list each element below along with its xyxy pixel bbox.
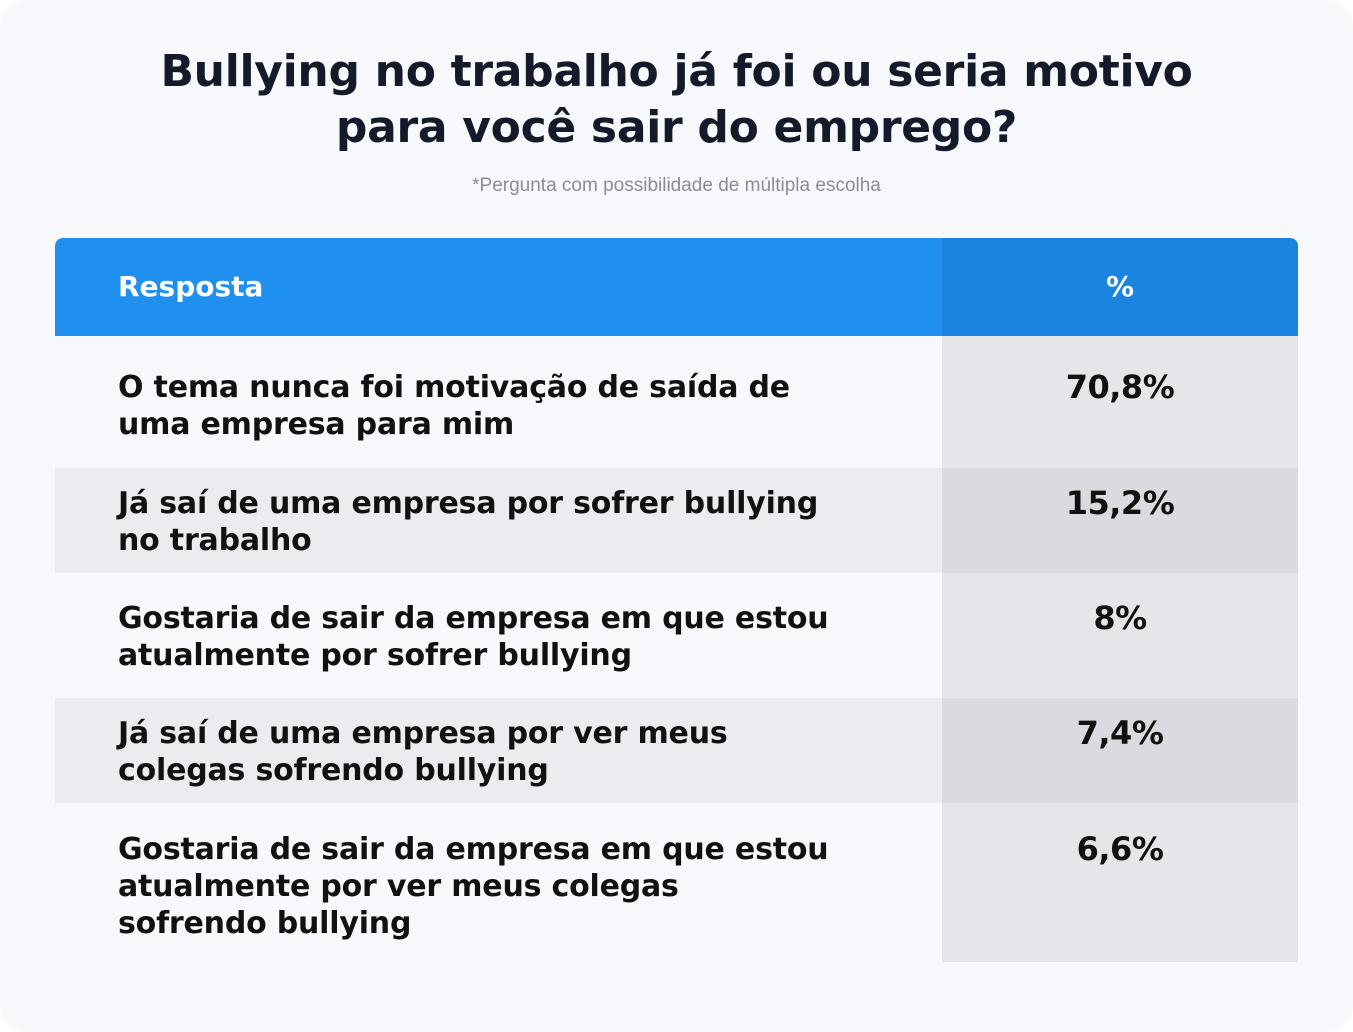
response-label-line: Gostaria de sair da empresa em que estou [118, 601, 829, 636]
percent-cell-background [942, 468, 1298, 573]
percent-cell-background [942, 803, 1298, 962]
percent-cell-background [942, 573, 1298, 698]
table-header: Resposta % [55, 238, 1298, 336]
response-label-line: atualmente por sofrer bullying [118, 638, 632, 673]
table-row: O tema nunca foi motivação de saída de um… [55, 336, 1298, 468]
table-row: Já saí de uma empresa por sofrer bullyin… [55, 468, 1298, 573]
response-label-line: uma empresa para mim [118, 407, 515, 442]
response-label-line: colegas sofrendo bullying [118, 753, 549, 788]
header-percent-background [942, 238, 1298, 336]
percent-value: 70,8% [1065, 368, 1175, 406]
response-label-line: Já saí de uma empresa por sofrer bullyin… [118, 486, 819, 521]
percent-value: 8% [1093, 599, 1147, 637]
table-row: Gostaria de sair da empresa em que estou… [55, 573, 1298, 698]
response-label: Gostaria de sair da empresa em que estou… [118, 600, 878, 674]
response-label: O tema nunca foi motivação de saída de um… [118, 369, 878, 443]
chart-title-line-2: para você sair do emprego? [335, 102, 1018, 153]
response-label-line: no trabalho [118, 523, 312, 558]
percent-value: 6,6% [1076, 830, 1164, 868]
chart-subtitle: *Pergunta com possibilidade de múltipla … [472, 175, 881, 196]
table-row: Gostaria de sair da empresa em que estou… [55, 803, 1298, 962]
chart-title-line-1: Bullying no trabalho já foi ou seria mot… [160, 46, 1193, 97]
results-table: Resposta % O tema nunca foi motivação de… [55, 238, 1298, 962]
percent-cell-background [942, 336, 1298, 468]
response-label: Já saí de uma empresa por ver meus colega… [118, 715, 878, 789]
response-label-line: O tema nunca foi motivação de saída de [118, 370, 790, 405]
response-label-line: Gostaria de sair da empresa em que estou [118, 832, 829, 867]
chart-title: Bullying no trabalho já foi ou seria mot… [0, 44, 1353, 156]
percent-value: 7,4% [1076, 714, 1164, 752]
column-header-percent: % [1105, 270, 1135, 303]
response-label: Já saí de uma empresa por sofrer bullyin… [118, 485, 878, 559]
percent-value: 15,2% [1065, 484, 1175, 522]
response-label-line: atualmente por ver meus colegas [118, 869, 679, 904]
column-header-resposta: Resposta [118, 270, 264, 303]
table-row: Já saí de uma empresa por ver meus colega… [55, 698, 1298, 803]
percent-cell-background [942, 698, 1298, 803]
response-label-line: sofrendo bullying [118, 906, 412, 941]
response-label-line: Já saí de uma empresa por ver meus [118, 716, 728, 751]
response-label: Gostaria de sair da empresa em que estou… [118, 831, 878, 942]
